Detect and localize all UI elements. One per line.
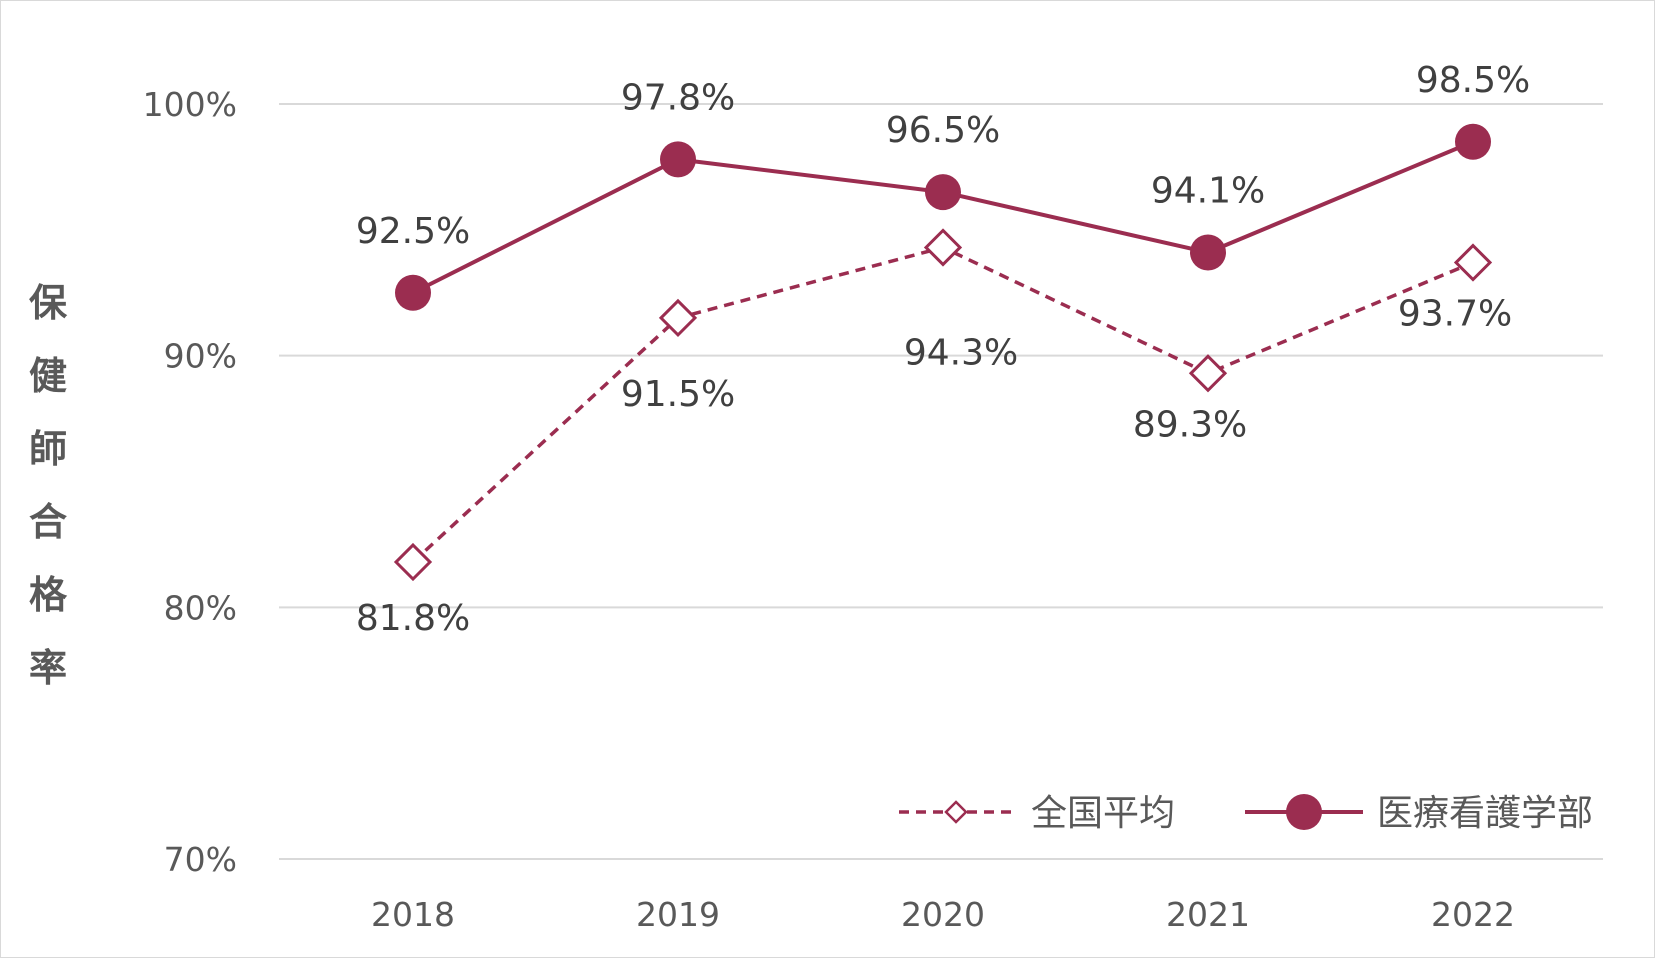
circle-marker bbox=[1190, 234, 1226, 271]
data-label: 89.3% bbox=[1133, 404, 1247, 445]
circle-marker bbox=[660, 141, 696, 178]
y-tick-label: 100% bbox=[143, 85, 237, 124]
diamond-marker bbox=[658, 298, 698, 338]
data-label: 94.3% bbox=[904, 332, 1018, 373]
nursing-faculty-line bbox=[412, 139, 1474, 295]
gridlines bbox=[279, 103, 1603, 860]
x-tick-label: 2020 bbox=[901, 895, 985, 934]
legend-label-nursing-faculty: 医療看護学部 bbox=[1377, 793, 1593, 834]
x-tick-label: 2018 bbox=[371, 895, 455, 934]
diamond-marker bbox=[393, 542, 433, 582]
y-tick-label: 90% bbox=[164, 337, 237, 376]
data-labels: 81.8% 91.5% 94.3% 89.3% 93.7% 92.5% 97.8% 96.5%… bbox=[356, 60, 1530, 639]
legend: 全国平均 医療看護学部 bbox=[899, 793, 1593, 834]
data-label: 81.8% bbox=[356, 598, 470, 639]
x-tick-label: 2019 bbox=[636, 895, 720, 934]
diamond-marker bbox=[1188, 354, 1228, 393]
legend-circle-marker bbox=[1286, 794, 1322, 830]
circle-marker bbox=[1455, 123, 1491, 160]
data-label: 98.5% bbox=[1416, 60, 1530, 101]
x-tick-label: 2021 bbox=[1166, 895, 1250, 934]
data-label: 94.1% bbox=[1151, 170, 1265, 211]
y-tick-label: 80% bbox=[164, 588, 237, 627]
circle-marker bbox=[925, 174, 961, 211]
circle-marker bbox=[395, 274, 431, 311]
y-axis-title: 保健師合格率 bbox=[29, 281, 68, 690]
legend-diamond-marker bbox=[944, 800, 968, 824]
data-label: 96.5% bbox=[886, 110, 1000, 151]
diamond-marker bbox=[1453, 243, 1493, 282]
x-axis-tick-labels: 2018 2019 2020 2021 2022 bbox=[371, 895, 1515, 934]
x-tick-label: 2022 bbox=[1431, 895, 1515, 934]
y-axis-tick-labels: 100% 90% 80% 70% bbox=[143, 85, 237, 879]
data-label: 91.5% bbox=[621, 374, 735, 415]
y-axis-title-text: 保健師合格率 bbox=[29, 281, 68, 690]
y-tick-label: 70% bbox=[164, 840, 237, 879]
diamond-marker bbox=[923, 228, 963, 267]
data-label: 97.8% bbox=[621, 77, 735, 118]
national-average-line bbox=[411, 245, 1474, 564]
series bbox=[393, 123, 1493, 582]
legend-label-national-average: 全国平均 bbox=[1031, 793, 1175, 834]
data-label: 92.5% bbox=[356, 211, 470, 252]
data-label: 93.7% bbox=[1398, 294, 1512, 335]
